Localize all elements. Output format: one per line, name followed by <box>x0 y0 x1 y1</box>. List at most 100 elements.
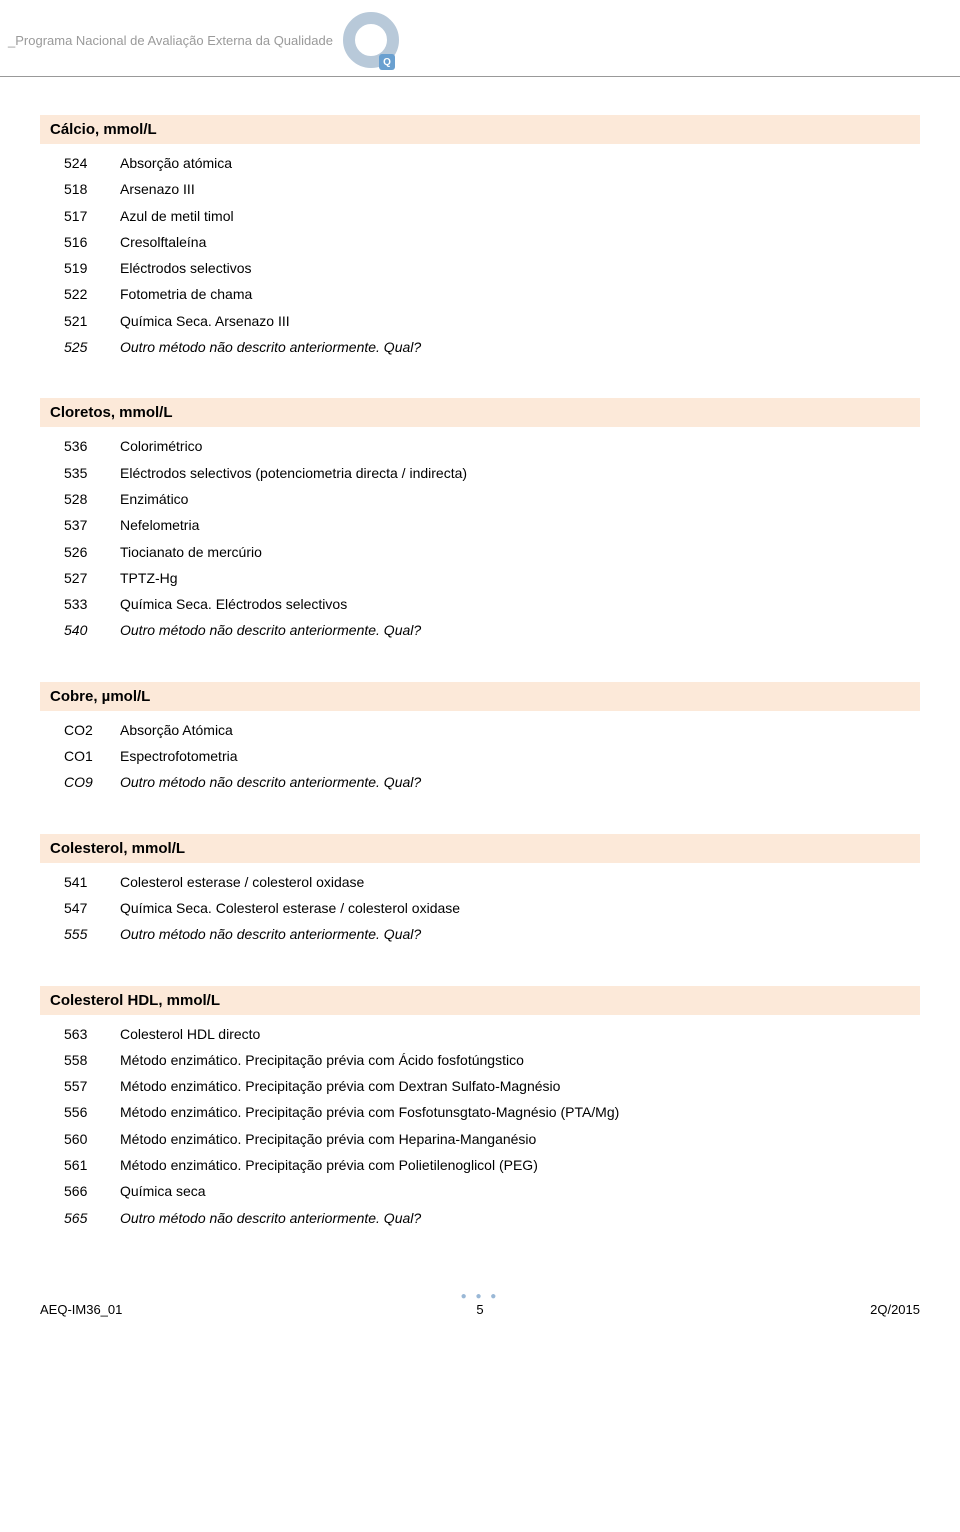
section-rows: 541Colesterol esterase / colesterol oxid… <box>40 863 920 948</box>
method-code: 558 <box>64 1050 120 1070</box>
section: Cobre, µmol/LCO2Absorção AtómicaCO1Espec… <box>40 682 920 796</box>
table-row: 555Outro método não descrito anteriormen… <box>64 921 920 947</box>
method-label: Método enzimático. Precipitação prévia c… <box>120 1155 538 1175</box>
method-code: 563 <box>64 1024 120 1044</box>
method-code: 561 <box>64 1155 120 1175</box>
method-label: Absorção Atómica <box>120 720 233 740</box>
method-label: Eléctrodos selectivos (potenciometria di… <box>120 463 467 483</box>
method-label: Outro método não descrito anteriormente.… <box>120 1208 421 1228</box>
method-label: Azul de metil timol <box>120 206 234 226</box>
method-code: 540 <box>64 620 120 640</box>
table-row: 525Outro método não descrito anteriormen… <box>64 334 920 360</box>
method-code: 528 <box>64 489 120 509</box>
table-row: 541Colesterol esterase / colesterol oxid… <box>64 869 920 895</box>
method-label: Absorção atómica <box>120 153 232 173</box>
table-row: 519Eléctrodos selectivos <box>64 255 920 281</box>
method-code: 557 <box>64 1076 120 1096</box>
method-code: 536 <box>64 436 120 456</box>
method-code: 535 <box>64 463 120 483</box>
method-code: CO9 <box>64 772 120 792</box>
table-row: 533Química Seca. Eléctrodos selectivos <box>64 591 920 617</box>
method-code: 541 <box>64 872 120 892</box>
method-code: 519 <box>64 258 120 278</box>
method-label: Química Seca. Eléctrodos selectivos <box>120 594 347 614</box>
method-code: 565 <box>64 1208 120 1228</box>
method-code: 524 <box>64 153 120 173</box>
content-area: Cálcio, mmol/L524Absorção atómica518Arse… <box>0 115 960 1271</box>
table-row: 566Química seca <box>64 1178 920 1204</box>
section-rows: 563Colesterol HDL directo558Método enzim… <box>40 1015 920 1231</box>
method-code: 537 <box>64 515 120 535</box>
method-code: 533 <box>64 594 120 614</box>
table-row: 524Absorção atómica <box>64 150 920 176</box>
table-row: 536Colorimétrico <box>64 433 920 459</box>
section-rows: CO2Absorção AtómicaCO1Espectrofotometria… <box>40 711 920 796</box>
section-title: Cloretos, mmol/L <box>40 398 920 427</box>
method-label: Método enzimático. Precipitação prévia c… <box>120 1129 536 1149</box>
method-code: 526 <box>64 542 120 562</box>
method-label: Fotometria de chama <box>120 284 252 304</box>
table-row: 537Nefelometria <box>64 512 920 538</box>
method-code: 522 <box>64 284 120 304</box>
method-code: 527 <box>64 568 120 588</box>
method-code: 518 <box>64 179 120 199</box>
table-row: 540Outro método não descrito anteriormen… <box>64 617 920 643</box>
table-row: 535Eléctrodos selectivos (potenciometria… <box>64 460 920 486</box>
method-label: Colorimétrico <box>120 436 202 456</box>
method-code: 517 <box>64 206 120 226</box>
method-label: Outro método não descrito anteriormente.… <box>120 620 421 640</box>
section-rows: 524Absorção atómica518Arsenazo III517Azu… <box>40 144 920 360</box>
method-label: Método enzimático. Precipitação prévia c… <box>120 1050 524 1070</box>
method-code: 521 <box>64 311 120 331</box>
method-label: Eléctrodos selectivos <box>120 258 252 278</box>
method-label: Outro método não descrito anteriormente.… <box>120 924 421 944</box>
section: Colesterol HDL, mmol/L563Colesterol HDL … <box>40 986 920 1231</box>
method-label: Outro método não descrito anteriormente.… <box>120 337 421 357</box>
table-row: 528Enzimático <box>64 486 920 512</box>
method-code: 560 <box>64 1129 120 1149</box>
footer-page-number: 5 <box>190 1302 770 1317</box>
footer-dots-icon: ● ● ● <box>190 1291 770 1302</box>
table-row: 557Método enzimático. Precipitação prévi… <box>64 1073 920 1099</box>
section-title: Cobre, µmol/L <box>40 682 920 711</box>
table-row: 563Colesterol HDL directo <box>64 1021 920 1047</box>
footer-doc-code: AEQ-IM36_01 <box>40 1302 190 1317</box>
method-label: Química seca <box>120 1181 206 1201</box>
table-row: 516Cresolftaleína <box>64 229 920 255</box>
section: Cloretos, mmol/L536Colorimétrico535Eléct… <box>40 398 920 643</box>
method-label: Espectrofotometria <box>120 746 238 766</box>
section-title: Colesterol, mmol/L <box>40 834 920 863</box>
table-row: CO2Absorção Atómica <box>64 717 920 743</box>
method-label: Enzimático <box>120 489 188 509</box>
table-row: CO1Espectrofotometria <box>64 743 920 769</box>
method-code: 525 <box>64 337 120 357</box>
footer-center: ● ● ● 5 <box>190 1291 770 1317</box>
method-label: Arsenazo III <box>120 179 195 199</box>
method-label: Nefelometria <box>120 515 199 535</box>
section: Cálcio, mmol/L524Absorção atómica518Arse… <box>40 115 920 360</box>
table-row: CO9Outro método não descrito anteriormen… <box>64 769 920 795</box>
logo: Q <box>343 12 399 68</box>
section: Colesterol, mmol/L 541Colesterol esterase… <box>40 834 920 948</box>
method-code: 516 <box>64 232 120 252</box>
table-row: 558Método enzimático. Precipitação prévi… <box>64 1047 920 1073</box>
table-row: 521Química Seca. Arsenazo III <box>64 308 920 334</box>
section-title: Cálcio, mmol/L <box>40 115 920 144</box>
page-header: _Programa Nacional de Avaliação Externa … <box>0 0 960 77</box>
method-label: Colesterol HDL directo <box>120 1024 260 1044</box>
table-row: 556Método enzimático. Precipitação prévi… <box>64 1099 920 1125</box>
method-label: Tiocianato de mercúrio <box>120 542 262 562</box>
method-code: 547 <box>64 898 120 918</box>
table-row: 517Azul de metil timol <box>64 203 920 229</box>
method-label: Colesterol esterase / colesterol oxidase <box>120 872 364 892</box>
footer-period: 2Q/2015 <box>770 1302 920 1317</box>
logo-letter: Q <box>379 54 395 70</box>
table-row: 561Método enzimático. Precipitação prévi… <box>64 1152 920 1178</box>
table-row: 547Química Seca. Colesterol esterase / c… <box>64 895 920 921</box>
method-code: 566 <box>64 1181 120 1201</box>
page-footer: AEQ-IM36_01 ● ● ● 5 2Q/2015 <box>0 1271 960 1337</box>
section-rows: 536Colorimétrico535Eléctrodos selectivos… <box>40 427 920 643</box>
table-row: 527TPTZ-Hg <box>64 565 920 591</box>
table-row: 565Outro método não descrito anteriormen… <box>64 1205 920 1231</box>
table-row: 560Método enzimático. Precipitação prévi… <box>64 1126 920 1152</box>
